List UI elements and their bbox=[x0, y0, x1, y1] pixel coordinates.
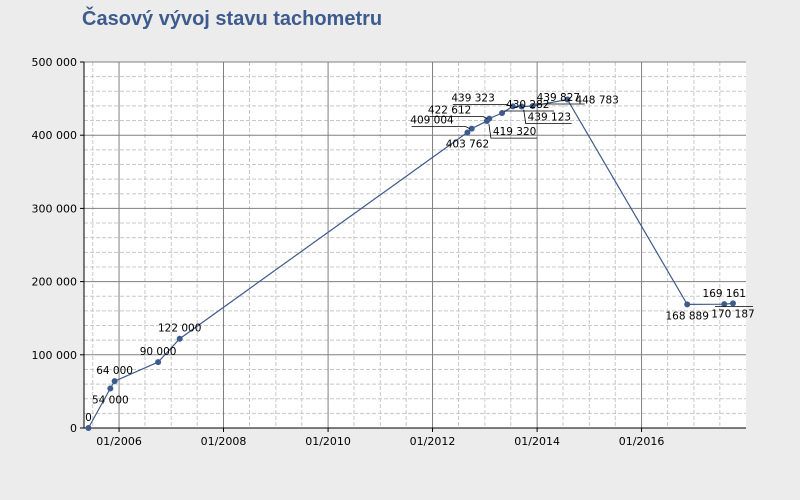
data-label: 122 000 bbox=[158, 323, 201, 335]
data-label: 168 889 bbox=[665, 310, 708, 322]
data-point bbox=[509, 103, 516, 110]
data-point bbox=[176, 335, 183, 342]
data-point bbox=[499, 110, 506, 117]
data-label-leader bbox=[488, 124, 537, 139]
data-label-leader bbox=[452, 104, 511, 107]
data-label: 448 783 bbox=[575, 94, 618, 106]
chart-title: Časový vývoj stavu tachometru bbox=[82, 8, 383, 30]
data-label-leader bbox=[523, 109, 572, 124]
data-point bbox=[468, 125, 475, 132]
data-point bbox=[518, 103, 525, 110]
data-label: 439 323 bbox=[451, 92, 494, 104]
data-point bbox=[111, 378, 118, 385]
y-tick-label: 100 000 bbox=[32, 349, 78, 362]
data-label: 64 000 bbox=[96, 365, 133, 377]
x-tick-label: 01/2010 bbox=[305, 435, 351, 448]
y-tick-label: 500 000 bbox=[32, 56, 78, 69]
data-label: 403 762 bbox=[446, 138, 489, 150]
data-point bbox=[529, 103, 536, 110]
data-point bbox=[464, 129, 471, 136]
data-point bbox=[486, 115, 493, 122]
y-tick-label: 300 000 bbox=[32, 202, 78, 215]
x-tick-label: 01/2008 bbox=[201, 435, 247, 448]
y-tick-label: 400 000 bbox=[32, 129, 78, 142]
data-label: 0 bbox=[85, 412, 92, 424]
data-point bbox=[729, 300, 736, 307]
data-label: 439 827 bbox=[537, 92, 580, 104]
data-label: 430 282 bbox=[506, 99, 549, 111]
data-label: 90 000 bbox=[140, 346, 177, 358]
y-tick-label: 200 000 bbox=[32, 276, 78, 289]
data-label: 169 161 bbox=[703, 288, 746, 300]
data-label: 419 320 bbox=[493, 126, 536, 138]
data-point bbox=[85, 425, 92, 431]
data-label: 422 612 bbox=[428, 105, 471, 117]
data-point bbox=[155, 359, 162, 366]
data-point bbox=[721, 301, 728, 308]
data-label: 439 123 bbox=[528, 112, 571, 124]
y-tick-label: 0 bbox=[70, 422, 77, 435]
data-label-leader bbox=[429, 116, 488, 119]
plot-area bbox=[84, 62, 746, 428]
data-point bbox=[107, 385, 114, 392]
x-tick-label: 01/2006 bbox=[96, 435, 142, 448]
x-tick-label: 01/2016 bbox=[619, 435, 665, 448]
data-point bbox=[564, 96, 571, 103]
data-label: 54 000 bbox=[92, 394, 129, 406]
x-tick-label: 01/2014 bbox=[514, 435, 560, 448]
data-label: 409 004 bbox=[410, 115, 454, 127]
data-label-leader bbox=[411, 126, 470, 129]
data-point bbox=[684, 301, 691, 308]
data-label: 170 187 bbox=[711, 308, 754, 320]
x-tick-label: 01/2012 bbox=[410, 435, 456, 448]
